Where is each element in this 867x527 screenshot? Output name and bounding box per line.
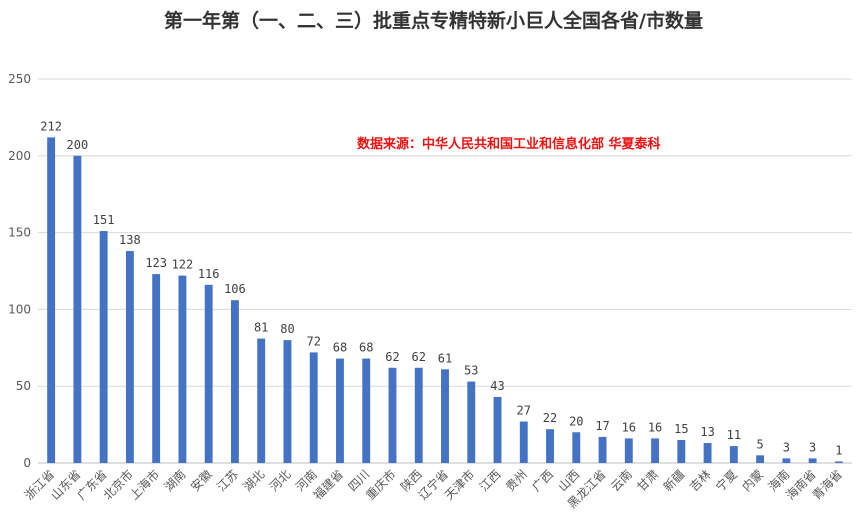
x-tick-label: 福建省	[310, 467, 346, 503]
bars	[47, 137, 843, 464]
data-label: 212	[40, 119, 62, 133]
data-label: 20	[569, 414, 583, 428]
data-label: 138	[119, 233, 141, 247]
data-label: 1	[835, 443, 842, 457]
x-tick-label: 安徽	[187, 467, 215, 495]
bar	[257, 338, 266, 463]
y-axis-ticks: 0 50 100 150 200 250	[8, 72, 31, 470]
bar	[677, 439, 686, 463]
bar	[598, 436, 607, 463]
y-tick-label: 200	[8, 149, 31, 163]
bar	[414, 367, 423, 463]
bar	[152, 274, 161, 463]
bar	[283, 340, 292, 463]
y-tick-label: 250	[8, 72, 31, 86]
bar	[782, 458, 791, 463]
x-tick-label: 江西	[477, 467, 504, 494]
bar	[729, 446, 738, 463]
data-label: 200	[67, 138, 89, 152]
data-label: 68	[359, 341, 373, 355]
data-label: 61	[438, 351, 452, 365]
y-tick-label: 50	[16, 379, 31, 393]
y-tick-label: 100	[8, 302, 31, 316]
data-label: 62	[385, 350, 399, 364]
x-tick-label: 重庆市	[363, 467, 399, 503]
data-label: 116	[198, 267, 220, 281]
bar	[99, 231, 108, 463]
bar	[204, 284, 213, 463]
x-tick-label: 青海省	[809, 467, 845, 503]
data-label: 16	[622, 420, 636, 434]
x-tick-label: 内蒙	[739, 467, 766, 494]
x-tick-label: 广西	[529, 467, 556, 494]
data-label: 3	[783, 440, 790, 454]
bar	[703, 443, 712, 463]
bar	[519, 421, 528, 463]
data-label: 68	[333, 341, 347, 355]
bar	[546, 429, 554, 463]
bar	[336, 358, 344, 463]
x-tick-label: 新疆	[660, 467, 688, 495]
bar	[756, 455, 765, 463]
bar	[178, 275, 187, 463]
y-tick-label: 0	[23, 456, 31, 470]
data-label: 80	[280, 322, 294, 336]
bar	[388, 367, 397, 463]
data-label: 106	[224, 282, 246, 296]
data-label: 122	[172, 258, 194, 272]
x-tick-label: 贵州	[503, 467, 530, 494]
bar	[309, 352, 318, 463]
data-label: 22	[543, 411, 557, 425]
data-label: 5	[756, 437, 763, 451]
bar	[362, 358, 371, 463]
bar	[441, 369, 449, 463]
data-label: 43	[490, 379, 504, 393]
x-tick-label: 江苏	[214, 467, 241, 494]
data-label: 17	[595, 419, 609, 433]
data-label: 151	[93, 213, 115, 227]
bar	[834, 461, 843, 463]
x-tick-label: 云南	[607, 467, 635, 495]
source-note: 数据来源：中华人民共和国工业和信息化部 华夏泰科	[357, 137, 661, 152]
data-label: 27	[517, 404, 531, 418]
bar	[493, 396, 502, 463]
data-label: 72	[306, 334, 320, 348]
data-label: 15	[674, 422, 688, 436]
data-label: 81	[254, 321, 268, 335]
x-tick-label: 湖北	[240, 467, 268, 495]
bar	[624, 438, 633, 463]
data-label: 13	[700, 425, 714, 439]
x-tick-label: 湖南	[161, 467, 189, 495]
bar	[47, 137, 56, 464]
x-tick-label: 宁夏	[712, 467, 740, 495]
bar	[230, 300, 239, 463]
x-tick-label: 河北	[267, 467, 294, 494]
bar	[572, 432, 581, 463]
data-label: 16	[648, 420, 662, 434]
x-tick-label: 上海市	[126, 467, 162, 503]
bar	[467, 381, 476, 463]
x-tick-label: 甘肃	[634, 467, 661, 494]
bar	[808, 458, 817, 463]
data-label: 123	[145, 256, 167, 270]
bar	[73, 155, 82, 464]
data-label: 11	[727, 428, 741, 442]
data-label: 53	[464, 364, 478, 378]
x-tick-label: 吉林	[687, 467, 714, 494]
bar	[651, 438, 660, 463]
data-label: 3	[809, 440, 816, 454]
y-tick-label: 150	[8, 226, 31, 240]
data-label: 62	[412, 350, 426, 364]
x-tick-label: 天津市	[441, 467, 477, 503]
chart-title: 第一年第（一、二、三）批重点专精特新小巨人全国各省/市数量	[164, 10, 703, 32]
bar	[125, 251, 134, 463]
